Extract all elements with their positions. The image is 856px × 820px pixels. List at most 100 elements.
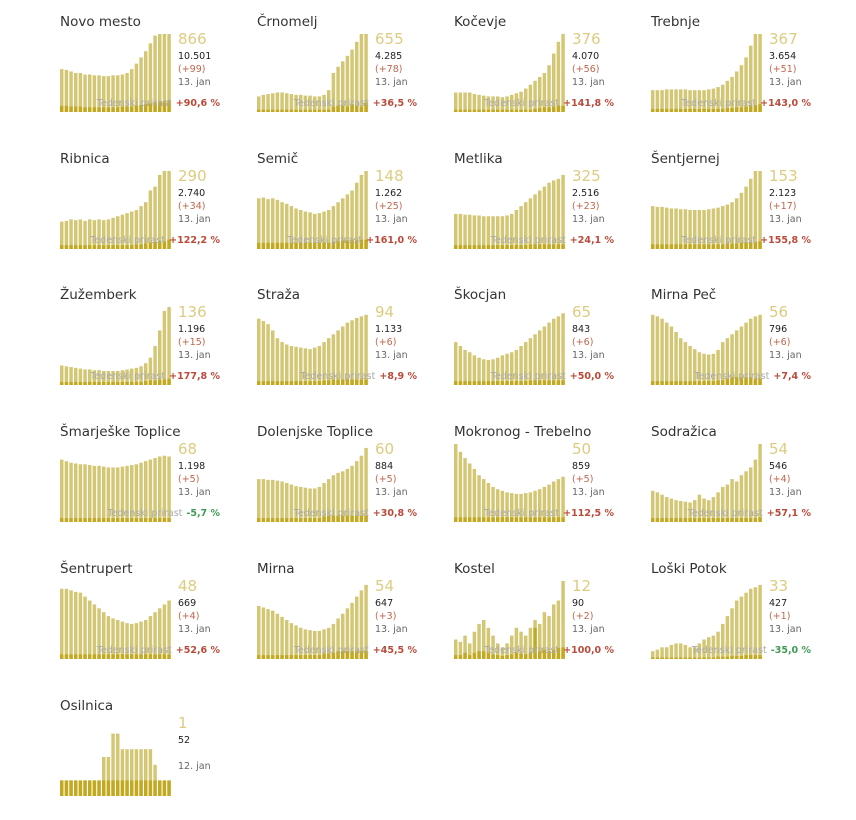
daily-sub-bar — [317, 381, 322, 385]
daily-sub-bar — [561, 380, 565, 385]
daily-sub-bar — [271, 381, 275, 385]
daily-bar — [111, 618, 115, 659]
latest-date: 13. jan — [375, 624, 408, 635]
daily-bar — [693, 349, 697, 385]
daily-bar — [524, 202, 528, 249]
daily-bar — [280, 481, 284, 522]
daily-bar — [261, 607, 266, 659]
daily-sub-bar — [721, 656, 725, 659]
bar-chart — [60, 171, 171, 249]
daily-change: (+17) — [769, 201, 797, 212]
daily-change: (+15) — [178, 337, 206, 348]
daily-bar — [683, 501, 688, 522]
daily-sub-bar — [130, 245, 134, 249]
daily-sub-bar — [266, 655, 270, 659]
weekly-growth: Tedenski prirast -5,7 % — [107, 508, 220, 519]
chart-card: Žužemberk 136 1.196 (+15) 13. jan Tedenski pr… — [60, 281, 220, 409]
daily-bar — [294, 346, 298, 385]
daily-sub-bar — [730, 518, 734, 522]
daily-bar — [458, 92, 463, 112]
daily-bar — [519, 493, 523, 522]
daily-bar — [134, 367, 139, 385]
daily-bar — [257, 318, 261, 385]
weekly-growth: Tedenski prirast +177,8 % — [90, 371, 220, 382]
daily-bar — [665, 89, 669, 112]
daily-sub-bar — [102, 518, 106, 522]
daily-sub-bar — [477, 245, 481, 249]
chart-card: Šentrupert 48 669 (+4) 13. jan Tedenski prira… — [60, 555, 220, 683]
daily-bar — [257, 198, 261, 249]
daily-sub-bar — [106, 381, 111, 385]
daily-bar — [716, 87, 720, 112]
chart-title: Dolenjske Toplice — [257, 424, 373, 440]
daily-bar — [538, 623, 542, 659]
daily-sub-bar — [533, 627, 537, 659]
latest-date: 13. jan — [178, 487, 211, 498]
daily-bar — [716, 207, 720, 249]
daily-sub-bar — [130, 106, 134, 112]
daily-bar — [266, 609, 270, 659]
bar-chart — [257, 584, 368, 659]
daily-bar — [130, 465, 134, 522]
chart-title: Metlika — [454, 151, 503, 167]
daily-sub-bar — [120, 518, 125, 522]
daily-sub-bar — [74, 381, 78, 385]
bar-chart — [257, 447, 368, 522]
daily-bar — [674, 89, 678, 112]
daily-sub-bar — [280, 655, 284, 659]
daily-sub-bar — [711, 657, 716, 659]
daily-sub-bar — [486, 652, 491, 659]
daily-sub-bar — [359, 106, 364, 112]
daily-bar — [303, 487, 308, 522]
weekly-growth: Tedenski prirast +100,0 % — [484, 645, 614, 656]
daily-bar — [735, 198, 739, 249]
daily-sub-bar — [102, 245, 106, 249]
daily-sub-bar — [331, 652, 336, 659]
daily-bar — [721, 486, 725, 522]
daily-bar — [561, 313, 565, 385]
daily-bar — [345, 55, 350, 112]
daily-sub-bar — [528, 517, 533, 522]
daily-bar — [679, 89, 683, 112]
daily-bar — [688, 647, 692, 659]
daily-sub-bar — [285, 518, 289, 522]
daily-sub-bar — [716, 244, 720, 249]
daily-sub-bar — [716, 108, 720, 112]
daily-sub-bar — [669, 518, 674, 522]
daily-bar — [331, 475, 336, 522]
daily-sub-bar — [552, 244, 556, 249]
daily-bar — [524, 493, 528, 522]
daily-bar — [500, 97, 505, 112]
daily-sub-bar — [341, 651, 345, 659]
weekly-growth-value: +57,1 % — [766, 508, 811, 519]
daily-bar — [97, 608, 101, 659]
total-cases: 90 — [572, 598, 585, 609]
daily-sub-bar — [697, 381, 702, 385]
daily-sub-bar — [552, 380, 556, 385]
daily-bar — [482, 479, 486, 522]
daily-bar — [345, 194, 350, 249]
daily-bar — [78, 73, 83, 112]
daily-bar — [556, 316, 561, 385]
daily-bar — [749, 467, 753, 522]
chart-card: Mirna Peč 56 796 (+6) 13. jan Tedenski priras… — [651, 281, 811, 409]
daily-sub-bar — [153, 654, 157, 659]
daily-sub-bar — [721, 244, 725, 249]
daily-sub-bar — [78, 654, 83, 659]
latest-date: 13. jan — [769, 487, 802, 498]
daily-sub-bar — [285, 381, 289, 385]
daily-bar — [528, 84, 533, 112]
daily-sub-bar — [758, 517, 762, 522]
daily-sub-bar — [679, 381, 683, 385]
daily-sub-bar — [482, 651, 486, 659]
daily-bar — [561, 174, 565, 249]
daily-bar — [758, 314, 762, 385]
weekly-growth: Tedenski prirast +161,0 % — [287, 235, 417, 246]
daily-sub-bar — [542, 107, 547, 112]
daily-bar — [739, 596, 744, 659]
daily-bar — [116, 216, 120, 249]
daily-bar — [69, 219, 73, 249]
daily-change: (+56) — [572, 64, 600, 75]
daily-bar — [266, 199, 270, 249]
bar-chart — [60, 733, 171, 796]
